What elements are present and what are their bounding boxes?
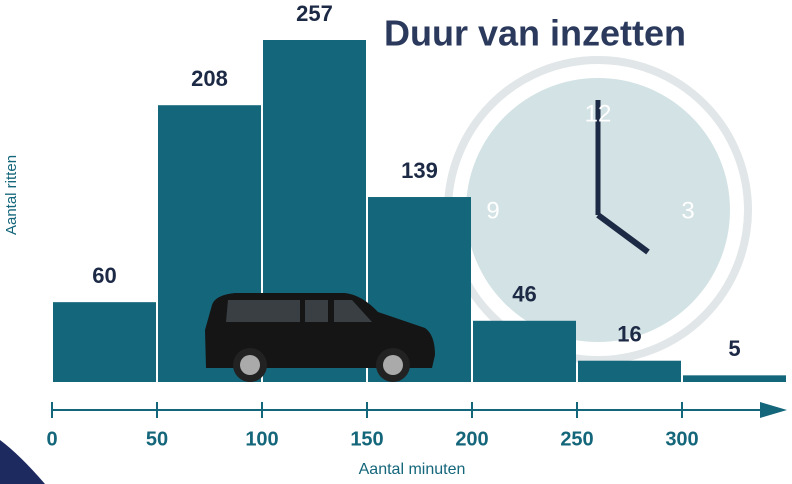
clock: 12 3 9 — [448, 60, 748, 360]
bar — [473, 321, 576, 382]
van-windows — [226, 300, 372, 322]
clock-number: 9 — [486, 197, 499, 224]
van-rim — [240, 355, 260, 375]
x-tick-label: 0 — [46, 428, 57, 450]
value-label: 5 — [728, 336, 740, 361]
x-tick-label: 150 — [350, 428, 383, 450]
x-tick-label: 200 — [455, 428, 488, 450]
x-axis-label: Aantal minuten — [359, 461, 466, 478]
x-tick-label: 300 — [665, 428, 698, 450]
value-label: 16 — [617, 322, 641, 347]
value-label: 60 — [92, 263, 116, 288]
value-label: 208 — [191, 66, 228, 91]
x-tick-label: 50 — [146, 428, 168, 450]
bar — [683, 375, 786, 382]
x-tick-label: 100 — [245, 428, 278, 450]
bar — [578, 361, 681, 382]
bar — [53, 302, 156, 382]
value-label: 139 — [401, 158, 438, 183]
clock-number: 12 — [585, 100, 612, 127]
chart: 12 3 9 Duur van inzetten Aantal ritten A… — [0, 0, 792, 484]
corner-shape — [0, 440, 45, 484]
x-tick-label: 250 — [560, 428, 593, 450]
clock-number: 3 — [681, 197, 694, 224]
value-label: 257 — [296, 1, 333, 26]
y-axis-label: Aantal ritten — [3, 155, 20, 235]
chart-title: Duur van inzetten — [384, 13, 686, 54]
van-rim — [383, 355, 403, 375]
page: 12 3 9 Duur van inzetten Aantal ritten A… — [0, 0, 792, 484]
value-label: 46 — [512, 282, 536, 307]
axis-arrow — [760, 402, 787, 418]
